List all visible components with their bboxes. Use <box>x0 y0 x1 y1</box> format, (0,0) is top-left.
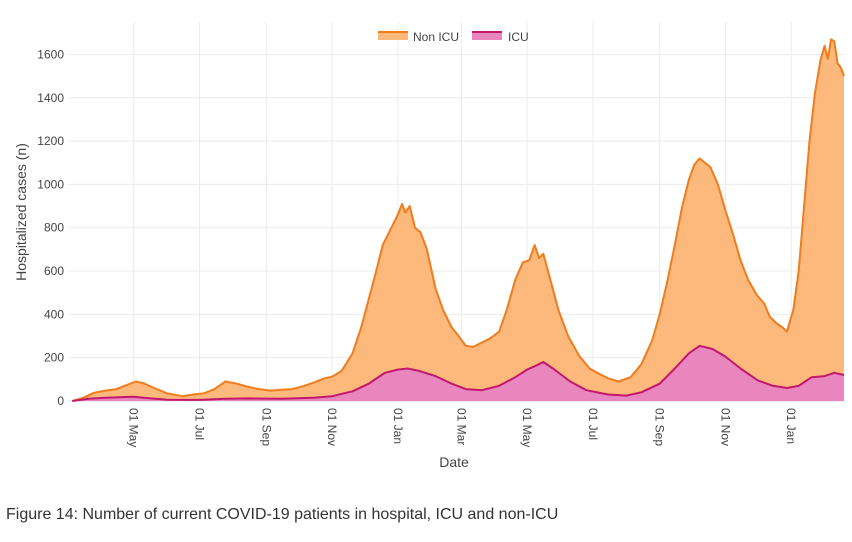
y-axis-title: Hospitalized cases (n) <box>13 143 29 281</box>
y-tick-label: 600 <box>44 264 64 278</box>
y-tick-label: 1200 <box>37 134 64 148</box>
x-axis-ticks: 01 May 01 Jul 01 Sep 01 Nov 01 Jan 01 Mar 01 M… <box>127 408 798 447</box>
non-icu-line <box>72 38 845 402</box>
non-icu-area <box>72 39 845 402</box>
x-tick-label: 01 Nov <box>718 408 732 446</box>
y-tick-label: 400 <box>44 307 64 321</box>
legend-item-non-icu[interactable]: Non ICU <box>378 30 459 44</box>
x-tick-label: 01 Jul <box>192 408 206 440</box>
x-tick-label: 01 Sep <box>259 408 273 446</box>
x-tick-label: 01 Nov <box>325 408 339 446</box>
x-tick-label: 01 May <box>520 408 534 447</box>
x-tick-label: 01 May <box>127 408 141 447</box>
legend[interactable]: Non ICU ICU <box>378 30 529 44</box>
figure-caption: Figure 14: Number of current COVID-19 pa… <box>6 506 559 523</box>
x-tick-label: 01 Jul <box>586 408 600 440</box>
x-axis-title: Date <box>439 454 469 470</box>
y-tick-label: 1400 <box>37 91 64 105</box>
x-tick-label: 01 Sep <box>653 408 667 446</box>
y-axis-ticks: 0 200 400 600 800 1000 1200 1400 1600 <box>37 47 64 408</box>
icu-line <box>72 344 845 402</box>
icu-area <box>72 345 845 401</box>
y-tick-label: 0 <box>57 394 64 408</box>
legend-label-non-icu: Non ICU <box>413 30 459 44</box>
legend-label-icu: ICU <box>508 30 529 44</box>
x-tick-label: 01 Mar <box>454 408 468 445</box>
x-tick-label: 01 Jan <box>784 408 798 444</box>
y-tick-label: 200 <box>44 351 64 365</box>
legend-item-icu[interactable]: ICU <box>472 30 529 44</box>
plot-areas <box>72 38 845 402</box>
y-tick-label: 800 <box>44 221 64 235</box>
legend-swatch-icu <box>472 32 502 40</box>
hospitalization-chart: 0 200 400 600 800 1000 1200 1400 1600 01 May 01 J… <box>13 22 845 470</box>
legend-swatch-non-icu <box>378 32 408 40</box>
y-tick-label: 1600 <box>37 47 64 61</box>
x-tick-label: 01 Jan <box>391 408 405 444</box>
y-tick-label: 1000 <box>37 177 64 191</box>
